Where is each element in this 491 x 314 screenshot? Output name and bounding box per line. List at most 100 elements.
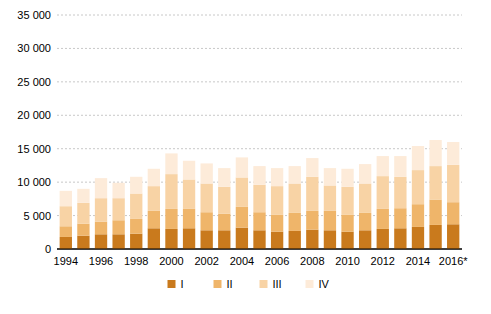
x-tick-label: 2006 (265, 255, 289, 267)
x-tick-label: 2012 (371, 255, 395, 267)
x-tick-label: 2014 (406, 255, 430, 267)
bar-segment (306, 177, 318, 211)
bar-segment (306, 211, 318, 230)
bar-segment (236, 207, 248, 228)
legend-swatch (168, 280, 176, 288)
bar-segment (236, 228, 248, 249)
bar-segment (236, 177, 248, 206)
bar-segment (148, 228, 160, 249)
bar-segment (201, 230, 213, 249)
bar-segment (218, 168, 230, 187)
bar-segment (429, 140, 441, 166)
bar-segment (95, 178, 107, 198)
grid-line (57, 249, 462, 250)
bar-segment (253, 185, 265, 212)
legend-swatch (214, 280, 222, 288)
bar-segment (218, 230, 230, 249)
bar-segment (377, 229, 389, 249)
bar-segment (77, 189, 89, 203)
bars (60, 140, 460, 249)
y-tick-label: 20 000 (17, 109, 51, 121)
x-tick-label: 2002 (194, 255, 218, 267)
bar-segment (130, 194, 142, 219)
bar-segment (394, 228, 406, 249)
bar-segment (412, 204, 424, 227)
bar-segment (341, 187, 353, 215)
x-tick-label: 1994 (54, 255, 78, 267)
bar-segment (412, 146, 424, 170)
bar-segment (183, 228, 195, 249)
bar-segment (289, 166, 301, 183)
x-tick-label: 1998 (124, 255, 148, 267)
bar-segment (95, 234, 107, 249)
bar-segment (341, 169, 353, 187)
bar-segment (112, 220, 124, 234)
bar-segment (447, 142, 459, 165)
bar-segment (165, 209, 177, 229)
legend-label: III (273, 278, 282, 290)
y-tick-label: 25 000 (17, 76, 51, 88)
legend-label: I (181, 278, 184, 290)
bar-segment (324, 168, 336, 185)
bar-segment (165, 229, 177, 249)
y-tick-label: 35 000 (17, 9, 51, 21)
bar-segment (77, 224, 89, 236)
bar-segment (359, 164, 371, 183)
bar-segment (253, 212, 265, 230)
bar-segment (130, 219, 142, 234)
bar-segment (253, 230, 265, 249)
bar-segment (60, 206, 72, 226)
bar-segment (359, 183, 371, 212)
bar-segment (112, 234, 124, 249)
bar-segment (447, 202, 459, 224)
bar-segment (218, 214, 230, 231)
bar-segment (201, 212, 213, 230)
bar-segment (289, 183, 301, 212)
bar-segment (394, 177, 406, 208)
bar-segment (377, 176, 389, 209)
bar-segment (359, 230, 371, 249)
y-tick-label: 30 000 (17, 42, 51, 54)
y-tick-label: 15 000 (17, 143, 51, 155)
bar-segment (359, 213, 371, 230)
bar-segment (183, 209, 195, 228)
x-tick-label: 2008 (300, 255, 324, 267)
bar-segment (412, 170, 424, 204)
legend-label: IV (319, 278, 330, 290)
bar-segment (148, 186, 160, 211)
grid-line (57, 81, 462, 82)
bar-segment (429, 225, 441, 249)
bar-segment (130, 234, 142, 249)
bar-segment (341, 232, 353, 249)
bar-segment (148, 169, 160, 186)
bar-segment (183, 179, 195, 208)
bar-segment (201, 163, 213, 183)
bar-segment (218, 187, 230, 214)
x-tick-label: 1996 (89, 255, 113, 267)
bar-segment (271, 186, 283, 215)
bar-segment (60, 226, 72, 237)
bar-segment (377, 156, 389, 176)
bar-segment (271, 215, 283, 232)
bar-segment (306, 158, 318, 177)
x-axis (57, 249, 462, 250)
bar-segment (447, 224, 459, 249)
bar-segment (324, 185, 336, 210)
x-tick-label: 2004 (230, 255, 254, 267)
legend: IIIIIIIV (168, 278, 330, 290)
x-tick-label: 2010 (335, 255, 359, 267)
x-tick-label: 2016* (439, 255, 468, 267)
bar-segment (289, 213, 301, 231)
bar-segment (324, 211, 336, 230)
bar-segment (165, 153, 177, 174)
bar-segment (271, 168, 283, 186)
grid-line (57, 15, 462, 16)
legend-swatch (260, 280, 268, 288)
bar-segment (429, 200, 441, 225)
bar-segment (236, 157, 248, 177)
bar-segment (394, 208, 406, 228)
chart: 05 00010 00015 00020 00025 00030 00035 0… (0, 0, 491, 314)
bar-segment (394, 156, 406, 177)
grid-line (57, 115, 462, 116)
bar-segment (412, 227, 424, 249)
